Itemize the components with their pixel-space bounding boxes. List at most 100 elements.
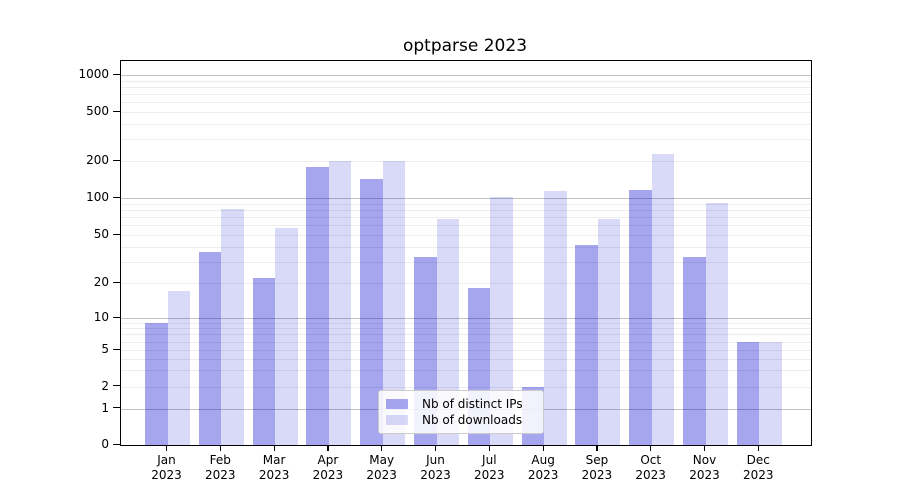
- x-tick-year: 2023: [635, 468, 666, 482]
- y-tick-mark: [113, 233, 120, 235]
- bar-downloads: [436, 219, 459, 445]
- major-gridline: [121, 318, 811, 319]
- x-tick-mark: [327, 445, 329, 451]
- bar-distinct-ips: [145, 322, 168, 445]
- bar-distinct-ips: [575, 245, 598, 445]
- minor-gridline: [121, 209, 811, 211]
- y-tick-label: 10: [93, 310, 109, 324]
- minor-gridline: [121, 235, 811, 236]
- x-tick-month: Mar: [262, 453, 286, 467]
- bar-downloads: [544, 191, 567, 445]
- x-tick-mark: [219, 445, 221, 451]
- x-tick-year: 2023: [312, 468, 344, 482]
- bar-downloads: [490, 196, 513, 445]
- y-tick-label: 2: [101, 378, 109, 393]
- minor-gridline: [121, 386, 811, 388]
- x-tick-year: 2023: [581, 468, 613, 482]
- x-tick-mark: [650, 445, 652, 451]
- minor-gridline: [121, 86, 811, 88]
- minor-gridline: [121, 328, 811, 330]
- x-tick-mark: [488, 445, 490, 451]
- y-tick-mark: [113, 385, 120, 387]
- minor-gridline: [121, 80, 811, 82]
- legend-swatch-icon: [386, 415, 408, 425]
- minor-gridline: [121, 225, 811, 227]
- x-tick-label: Oct 2023: [624, 453, 678, 483]
- minor-gridline: [121, 217, 811, 219]
- x-tick-year: 2023: [258, 468, 290, 482]
- major-gridline: [121, 198, 811, 199]
- minor-gridline: [121, 246, 811, 248]
- minor-gridline: [121, 94, 811, 96]
- x-tick-year: 2023: [366, 468, 397, 482]
- y-tick-mark: [113, 196, 120, 198]
- y-tick-label: 100: [86, 190, 109, 204]
- minor-gridline: [121, 102, 811, 104]
- x-tick-label: Jul 2023: [462, 453, 516, 483]
- chart-title: optparse 2023: [402, 36, 528, 56]
- x-tick-label: Mar 2023: [247, 453, 301, 483]
- y-tick-mark: [113, 110, 120, 112]
- y-tick-mark: [113, 159, 120, 161]
- minor-gridline: [121, 123, 811, 125]
- y-tick-mark: [113, 443, 120, 445]
- y-tick-label: 500: [86, 104, 109, 118]
- legend-item: Nb of distinct IPs: [386, 396, 534, 412]
- y-tick-label: 1000: [78, 67, 109, 81]
- y-tick-label: 0: [101, 437, 109, 451]
- y-tick-label: 20: [93, 275, 109, 289]
- plot-area: [120, 60, 812, 446]
- minor-gridline: [121, 370, 811, 372]
- bar-distinct-ips: [198, 252, 222, 445]
- minor-gridline: [121, 203, 811, 205]
- y-tick-label: 5: [101, 342, 109, 356]
- y-tick-mark: [113, 348, 120, 350]
- minor-gridline: [121, 350, 811, 351]
- minor-gridline: [121, 112, 811, 113]
- x-tick-mark: [596, 445, 598, 451]
- legend-item: Nb of downloads: [386, 412, 534, 428]
- minor-gridline: [121, 322, 811, 324]
- y-tick-mark: [113, 407, 120, 409]
- x-tick-year: 2023: [527, 468, 559, 482]
- y-tick-label: 200: [86, 153, 109, 167]
- x-tick-year: 2023: [474, 468, 505, 482]
- x-tick-mark: [435, 445, 437, 451]
- bar-distinct-ips: [360, 179, 383, 445]
- y-tick-mark: [113, 73, 120, 75]
- x-tick-month: May: [369, 453, 395, 467]
- x-tick-month: Jul: [482, 453, 497, 467]
- minor-gridline: [121, 341, 811, 343]
- x-tick-year: 2023: [151, 468, 182, 482]
- x-tick-month: Nov: [692, 453, 717, 467]
- bar-downloads: [382, 161, 406, 445]
- x-tick-label: Aug 2023: [516, 453, 570, 483]
- x-tick-year: 2023: [743, 468, 774, 482]
- x-tick-mark: [704, 445, 706, 451]
- x-tick-label: Dec 2023: [731, 453, 785, 483]
- bar-distinct-ips: [306, 167, 329, 445]
- minor-gridline: [121, 139, 811, 141]
- legend: Nb of distinct IPs Nb of downloads: [378, 390, 544, 434]
- x-tick-year: 2023: [205, 468, 236, 482]
- y-tick-mark: [113, 281, 120, 283]
- x-tick-month: Sep: [585, 453, 609, 467]
- x-tick-label: Jun 2023: [409, 453, 463, 483]
- x-tick-year: 2023: [420, 468, 451, 482]
- x-tick-mark: [757, 445, 759, 451]
- legend-label: Nb of downloads: [422, 413, 523, 427]
- bar-distinct-ips: [683, 256, 706, 445]
- minor-gridline: [121, 283, 811, 284]
- x-tick-month: Jan: [157, 453, 176, 467]
- minor-gridline: [121, 261, 811, 263]
- bar-downloads: [705, 203, 728, 445]
- x-tick-mark: [273, 445, 275, 451]
- bar-distinct-ips: [629, 190, 652, 445]
- legend-label: Nb of distinct IPs: [422, 397, 523, 411]
- x-tick-label: Sep 2023: [570, 453, 624, 483]
- x-tick-mark: [381, 445, 383, 451]
- x-tick-label: Apr 2023: [301, 453, 355, 483]
- major-gridline: [121, 75, 811, 76]
- legend-swatch-icon: [386, 399, 408, 409]
